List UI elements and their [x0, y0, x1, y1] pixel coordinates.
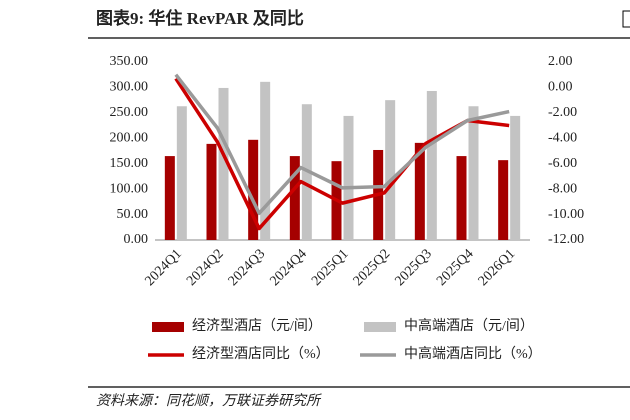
y-tick-label: 50.00	[117, 207, 149, 222]
legend-label: 中高端酒店同比（%）	[404, 345, 542, 362]
y-tick-label: 200.00	[110, 131, 149, 146]
y2-tick-label: -6.00	[548, 156, 577, 171]
bar	[414, 142, 425, 240]
legend-label: 中高端酒店（元/间）	[404, 317, 534, 334]
y-tick-label: 250.00	[110, 105, 149, 120]
y-tick-label: 0.00	[124, 232, 149, 247]
bar	[289, 156, 300, 240]
x-tick-label: 2025Q3	[392, 246, 435, 289]
y2-tick-label: -2.00	[548, 105, 577, 120]
x-tick-label: 2025Q4	[434, 246, 477, 289]
line	[174, 73, 510, 216]
x-tick-label: 2024Q2	[184, 246, 227, 289]
legend-swatch	[364, 322, 396, 332]
bar	[498, 160, 509, 240]
bar	[218, 87, 229, 241]
bar	[176, 106, 187, 240]
x-tick-label: 2024Q1	[142, 246, 185, 289]
chart-title: 图表9: 华住 RevPAR 及同比	[96, 8, 304, 28]
legend-label: 经济型酒店（元/间）	[192, 318, 322, 334]
x-tick-label: 2025Q2	[351, 246, 394, 289]
y2-tick-label: 2.00	[548, 54, 573, 69]
y2-tick-label: -12.00	[548, 232, 584, 247]
y-tick-label: 150.00	[110, 156, 149, 171]
y-tick-label: 300.00	[110, 80, 149, 95]
bar	[260, 81, 271, 240]
x-tick-label: 2024Q4	[267, 246, 310, 289]
x-tick-label: 2024Q3	[226, 246, 269, 289]
corner-box	[622, 10, 630, 28]
legend-swatch	[152, 322, 184, 332]
y2-tick-label: -10.00	[548, 207, 584, 222]
bar	[248, 139, 259, 240]
bar	[343, 115, 354, 240]
y2-tick-label: -4.00	[548, 131, 577, 146]
bar	[426, 90, 437, 240]
bar	[385, 100, 396, 241]
bar	[468, 106, 479, 240]
y2-tick-label: -8.00	[548, 181, 577, 196]
bar	[164, 156, 175, 240]
legend-label: 经济型酒店同比（%）	[192, 346, 330, 362]
y-tick-label: 350.00	[110, 54, 149, 69]
bar	[206, 143, 217, 240]
bar	[456, 156, 467, 240]
x-tick-label: 2026Q1	[476, 246, 519, 289]
source: 资料来源：同花顺，万联证券研究所	[96, 393, 322, 409]
x-tick-label: 2025Q1	[309, 246, 352, 289]
y-tick-label: 100.00	[110, 181, 149, 196]
y2-tick-label: 0.00	[548, 80, 573, 95]
bar	[510, 115, 521, 240]
